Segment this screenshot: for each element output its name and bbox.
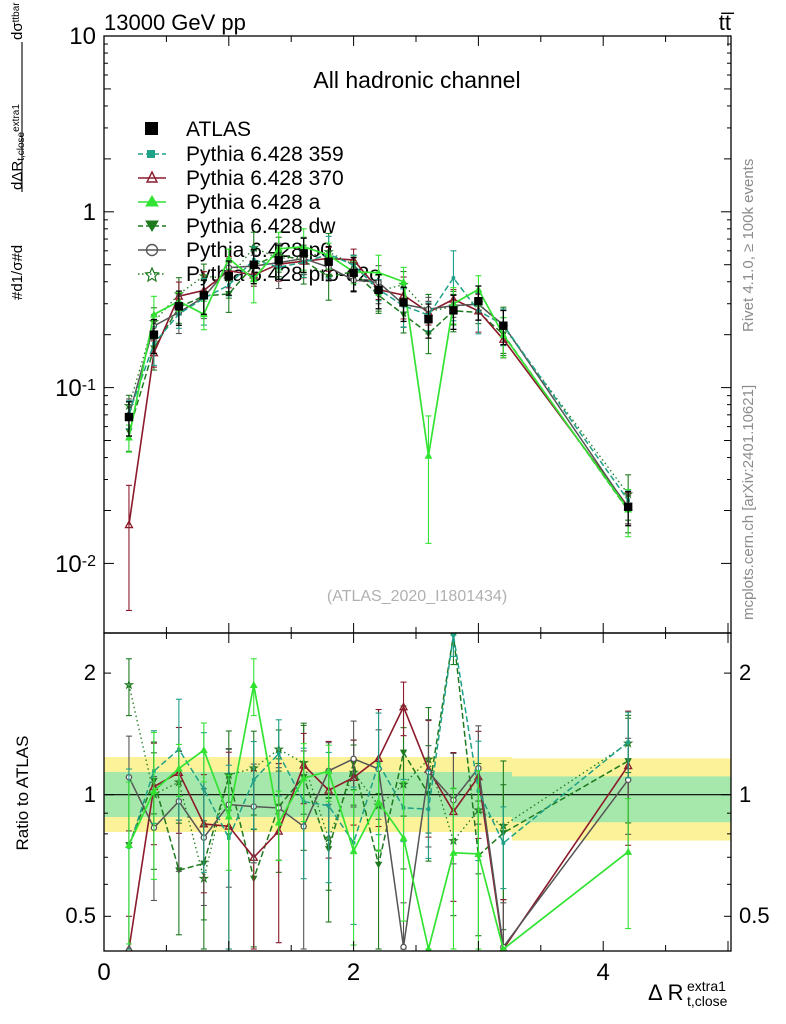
svg-text:2: 2 — [739, 660, 751, 685]
svg-text:0.5: 0.5 — [739, 903, 770, 928]
svg-text:0: 0 — [97, 959, 110, 986]
svg-text:Ratio to ATLAS: Ratio to ATLAS — [13, 736, 32, 851]
svg-text:Δ R: Δ R — [648, 980, 683, 1005]
svg-text:13000 GeV pp: 13000 GeV pp — [104, 10, 246, 35]
svg-text:dσttbar: dσttbar — [9, 2, 26, 40]
svg-text:10-1: 10-1 — [55, 375, 96, 402]
svg-text:0.5: 0.5 — [65, 903, 96, 928]
svg-text:1: 1 — [84, 782, 96, 807]
svg-text:Pythia 6.428 dw: Pythia 6.428 dw — [186, 215, 336, 238]
svg-text:Rivet 4.1.0, ≥ 100k events: Rivet 4.1.0, ≥ 100k events — [740, 159, 757, 332]
svg-text:1: 1 — [739, 782, 751, 807]
svg-text:Pythia 6.428 370: Pythia 6.428 370 — [186, 167, 344, 190]
svg-text:2: 2 — [347, 959, 360, 986]
svg-text:1: 1 — [83, 199, 96, 226]
svg-text:mcplots.cern.ch [arXiv:2401.10: mcplots.cern.ch [arXiv:2401.10621] — [740, 385, 757, 620]
svg-text:All hadronic channel: All hadronic channel — [313, 67, 520, 93]
svg-text:(ATLAS_2020_I1801434): (ATLAS_2020_I1801434) — [327, 588, 507, 605]
svg-text:10-2: 10-2 — [55, 551, 96, 578]
svg-text:4: 4 — [597, 959, 610, 986]
svg-text:tt̅: tt̅ — [719, 10, 735, 35]
svg-text:extra1: extra1 — [687, 978, 726, 994]
svg-text:Pythia 6.428 359: Pythia 6.428 359 — [186, 143, 344, 166]
svg-text:Pythia 6.428 a: Pythia 6.428 a — [186, 191, 321, 214]
svg-text:ATLAS: ATLAS — [186, 118, 251, 141]
svg-text:t,close: t,close — [687, 993, 728, 1009]
svg-text:10: 10 — [69, 23, 96, 50]
svg-text:#d1/σ#d: #d1/σ#d — [9, 245, 26, 300]
svg-text:2: 2 — [84, 660, 96, 685]
svg-text:dΔRt,closeextra1: dΔRt,closeextra1 — [9, 104, 27, 190]
